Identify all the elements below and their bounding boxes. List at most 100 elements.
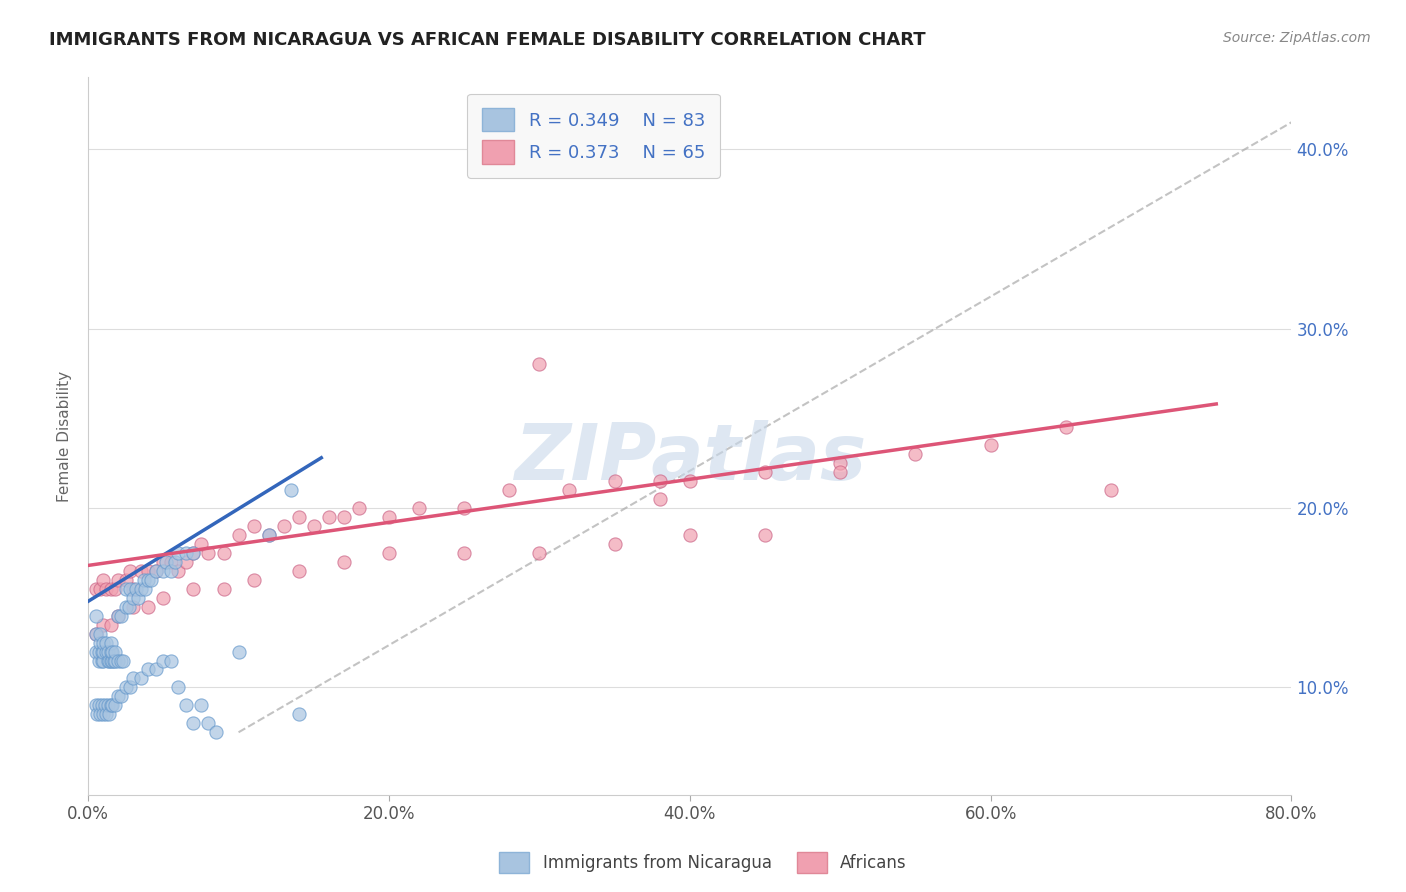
Point [87,644,110,658]
Point [754,465,776,479]
Point [87,653,110,667]
Point [183,716,205,731]
Point [679,474,702,488]
Point [89,626,111,640]
Point [167,681,190,695]
Point [980,438,1002,452]
Point [89,582,111,596]
Point [347,501,370,516]
Point [830,456,852,470]
Point [96,644,118,658]
Text: IMMIGRANTS FROM NICARAGUA VS AFRICAN FEMALE DISABILITY CORRELATION CHART: IMMIGRANTS FROM NICARAGUA VS AFRICAN FEM… [49,31,925,49]
Point [174,546,197,560]
Point [96,707,118,722]
Point [529,546,551,560]
Point [100,635,122,649]
Point [378,546,401,560]
Point [96,635,118,649]
Point [205,725,228,739]
Point [190,537,212,551]
Point [111,653,134,667]
Point [183,546,205,560]
Point [90,644,112,658]
Point [120,681,142,695]
Point [90,698,112,713]
Point [122,582,145,596]
Point [242,519,264,533]
Point [90,653,112,667]
Point [101,698,124,713]
Point [96,582,118,596]
Point [287,510,309,524]
Point [91,573,114,587]
Point [91,653,114,667]
Point [118,599,141,614]
Point [242,573,264,587]
Point [1054,420,1077,434]
Point [603,474,626,488]
Point [97,653,120,667]
Point [86,707,108,722]
Point [174,555,197,569]
Point [100,617,122,632]
Point [125,582,148,596]
Point [152,591,174,605]
Point [89,635,111,649]
Point [302,519,325,533]
Point [120,564,142,578]
Point [183,546,205,560]
Point [98,653,121,667]
Point [257,528,280,542]
Point [110,608,132,623]
Point [84,644,107,658]
Point [91,644,114,658]
Point [89,707,111,722]
Point [107,573,129,587]
Point [132,573,155,587]
Point [114,599,136,614]
Point [129,564,152,578]
Point [122,591,145,605]
Point [603,537,626,551]
Point [136,599,159,614]
Point [91,617,114,632]
Point [228,528,250,542]
Point [103,653,125,667]
Point [287,707,309,722]
Point [167,546,190,560]
Point [107,690,129,704]
Point [152,555,174,569]
Point [98,707,121,722]
Point [120,582,142,596]
Point [84,626,107,640]
Point [453,546,475,560]
Point [136,663,159,677]
Point [101,653,124,667]
Point [110,690,132,704]
Point [190,698,212,713]
Point [453,501,475,516]
Point [100,582,122,596]
Point [257,528,280,542]
Point [100,698,122,713]
Point [114,582,136,596]
Point [333,510,356,524]
Point [648,474,671,488]
Point [110,653,132,667]
Point [84,698,107,713]
Point [167,564,190,578]
Point [679,528,702,542]
Point [160,555,183,569]
Point [165,555,187,569]
Point [754,528,776,542]
Point [104,653,127,667]
Point [107,608,129,623]
Point [136,573,159,587]
Point [1099,483,1122,497]
Point [136,564,159,578]
Point [129,672,152,686]
Point [904,447,927,461]
Point [529,358,551,372]
Point [97,644,120,658]
Text: ZIPatlas: ZIPatlas [513,420,866,496]
